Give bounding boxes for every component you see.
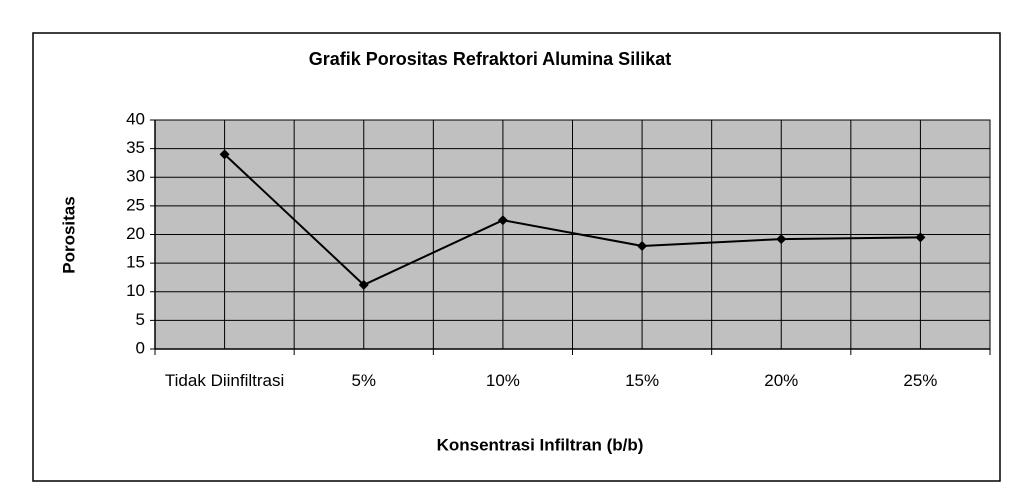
y-axis-title: Porositas xyxy=(59,196,78,273)
x-tick-label: 15% xyxy=(625,371,660,390)
y-tick-label: 30 xyxy=(126,167,145,186)
x-axis-title: Konsentrasi Infiltran (b/b) xyxy=(437,435,644,454)
marker xyxy=(776,234,787,245)
x-tick-label: Tidak Diinfiltrasi xyxy=(164,371,285,390)
x-tick-label: 20% xyxy=(764,371,799,390)
x-tick-label: 25% xyxy=(903,371,938,390)
marker xyxy=(637,240,648,251)
x-tick-label: 5% xyxy=(351,371,377,390)
marker xyxy=(219,149,230,160)
x-tick-label: 10% xyxy=(485,371,520,390)
y-tick-label: 5 xyxy=(136,310,145,329)
marker xyxy=(915,232,926,243)
y-tick-label: 35 xyxy=(126,138,145,157)
y-tick-label: 40 xyxy=(126,109,145,128)
y-tick-label: 15 xyxy=(126,253,145,272)
marker xyxy=(497,215,508,226)
marker xyxy=(358,279,369,290)
y-tick-label: 25 xyxy=(126,195,145,214)
y-tick-label: 10 xyxy=(126,281,145,300)
y-tick-label: 0 xyxy=(136,338,145,357)
chart-title: Grafik Porositas Refraktori Alumina Sili… xyxy=(309,49,671,69)
line xyxy=(223,153,921,287)
y-tick-label: 20 xyxy=(126,224,145,243)
